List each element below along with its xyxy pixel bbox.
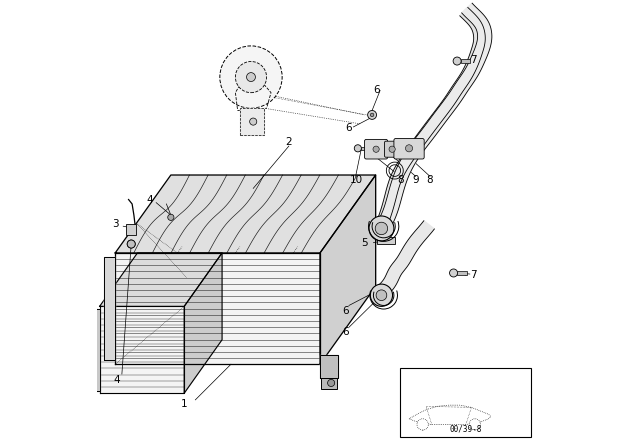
Circle shape (168, 214, 174, 220)
Bar (126, 224, 136, 235)
Text: 1: 1 (181, 399, 188, 409)
Polygon shape (375, 8, 485, 231)
Circle shape (220, 46, 282, 108)
Polygon shape (184, 253, 222, 393)
Polygon shape (100, 253, 222, 306)
Circle shape (373, 146, 380, 152)
Circle shape (246, 73, 255, 82)
Bar (362, 146, 372, 150)
Circle shape (449, 269, 458, 277)
Circle shape (376, 290, 387, 301)
Circle shape (406, 145, 413, 152)
FancyBboxPatch shape (365, 139, 388, 159)
Polygon shape (320, 355, 338, 378)
Circle shape (236, 61, 267, 93)
Circle shape (389, 146, 396, 152)
Polygon shape (240, 108, 264, 135)
Bar (457, 271, 467, 275)
Text: 2: 2 (285, 137, 292, 146)
Bar (461, 59, 470, 63)
Polygon shape (115, 253, 320, 364)
Polygon shape (100, 306, 184, 393)
Text: 7: 7 (470, 55, 477, 65)
Circle shape (369, 216, 394, 241)
Circle shape (453, 57, 461, 65)
Polygon shape (90, 309, 100, 391)
FancyBboxPatch shape (394, 138, 424, 159)
Circle shape (367, 111, 376, 119)
Text: 3: 3 (112, 219, 118, 229)
Circle shape (355, 145, 362, 152)
Circle shape (328, 379, 335, 387)
Polygon shape (320, 175, 376, 364)
Text: 00/39-8: 00/39-8 (450, 424, 482, 433)
Polygon shape (378, 221, 435, 296)
Ellipse shape (85, 309, 94, 391)
Circle shape (127, 240, 135, 248)
Circle shape (375, 222, 388, 235)
Text: 6: 6 (374, 86, 380, 95)
Polygon shape (104, 258, 115, 360)
FancyBboxPatch shape (385, 141, 400, 157)
Text: 4: 4 (113, 375, 120, 385)
Circle shape (250, 118, 257, 125)
Polygon shape (115, 175, 376, 253)
Circle shape (417, 419, 428, 430)
Text: 6: 6 (342, 327, 349, 337)
Text: 6: 6 (342, 306, 349, 316)
Bar (400, 368, 531, 437)
Circle shape (371, 284, 392, 306)
Text: 4: 4 (147, 194, 153, 205)
Text: 8: 8 (427, 175, 433, 185)
Text: 7: 7 (470, 270, 477, 280)
Text: 10: 10 (350, 175, 363, 185)
Circle shape (371, 113, 374, 116)
Text: 8: 8 (397, 175, 403, 185)
Circle shape (127, 240, 135, 248)
Polygon shape (378, 3, 492, 227)
Circle shape (469, 419, 481, 430)
Text: 6: 6 (346, 123, 352, 133)
Text: 9: 9 (412, 175, 419, 185)
Bar (321, 378, 337, 389)
Text: 5: 5 (361, 238, 368, 248)
Bar (377, 237, 395, 244)
